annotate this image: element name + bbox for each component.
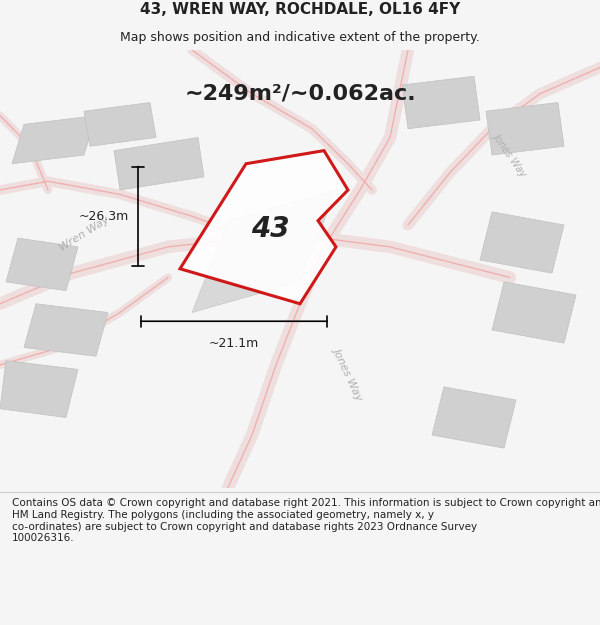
Polygon shape [114,138,204,190]
Polygon shape [6,238,78,291]
Text: 43, WREN WAY, ROCHDALE, OL16 4FY: 43, WREN WAY, ROCHDALE, OL16 4FY [140,2,460,18]
Polygon shape [492,282,576,343]
Polygon shape [180,151,348,304]
Polygon shape [0,361,78,418]
Text: 43: 43 [251,216,289,243]
Polygon shape [24,304,108,356]
Polygon shape [432,387,516,448]
Polygon shape [84,102,156,146]
Polygon shape [480,212,564,273]
Text: Jones Way: Jones Way [491,132,529,178]
Text: Map shows position and indicative extent of the property.: Map shows position and indicative extent… [120,31,480,44]
Polygon shape [402,76,480,129]
Text: ~249m²/~0.062ac.: ~249m²/~0.062ac. [184,84,416,104]
Polygon shape [192,190,336,312]
Polygon shape [486,102,564,155]
Text: Wren Way: Wren Way [58,214,110,253]
Text: ~21.1m: ~21.1m [209,336,259,349]
Text: Jones Way: Jones Way [331,346,365,402]
Polygon shape [12,116,96,164]
Text: Contains OS data © Crown copyright and database right 2021. This information is : Contains OS data © Crown copyright and d… [12,499,600,543]
Text: ~26.3m: ~26.3m [79,210,129,222]
